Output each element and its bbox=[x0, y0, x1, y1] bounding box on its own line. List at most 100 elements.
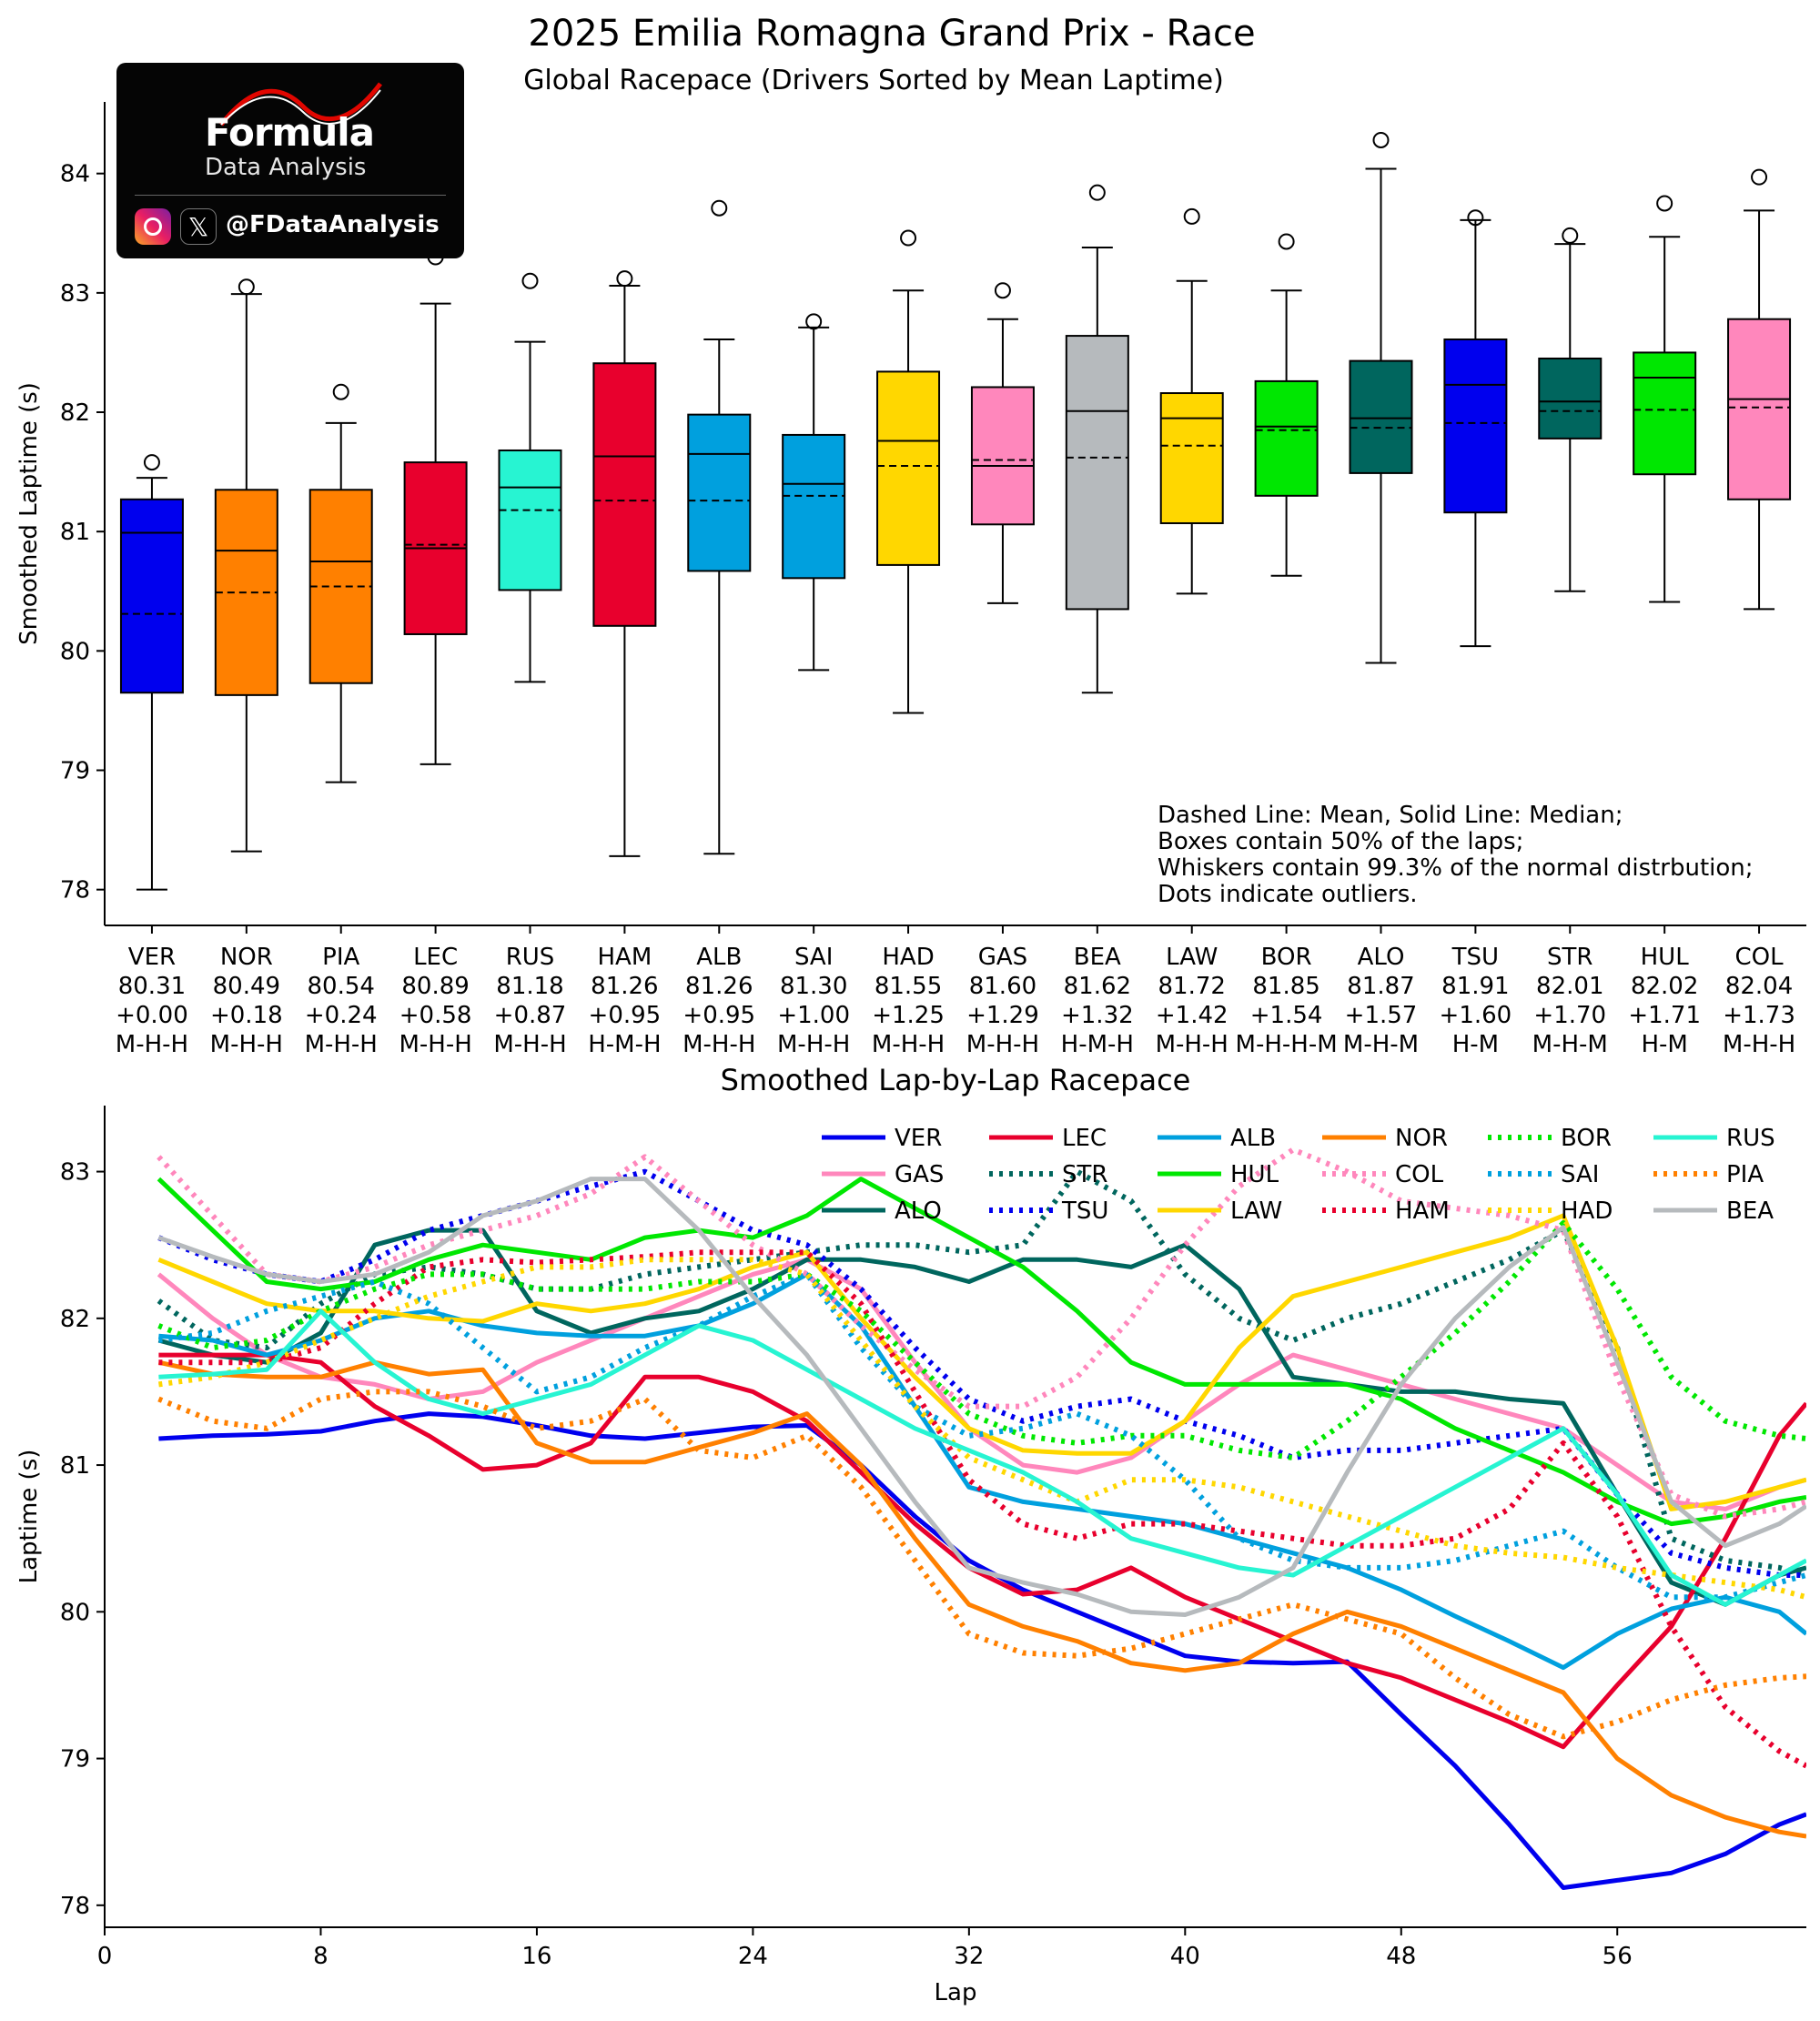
y-tick-label: 83 bbox=[60, 280, 90, 308]
outlier-point bbox=[711, 199, 728, 217]
gap-to-leader: +0.95 bbox=[682, 1002, 755, 1029]
mean-laptime: 81.72 bbox=[1158, 973, 1226, 1000]
mean-laptime: 82.02 bbox=[1631, 973, 1698, 1000]
legend-item-lec: LEC bbox=[989, 1125, 1107, 1152]
gap-to-leader: +1.32 bbox=[1061, 1002, 1134, 1029]
logo-brand: Formula bbox=[205, 110, 375, 155]
tyre-strategy: M-H-H bbox=[682, 1031, 755, 1058]
gap-to-leader: +1.54 bbox=[1250, 1002, 1323, 1029]
gap-to-leader: +1.73 bbox=[1723, 1002, 1795, 1029]
mean-laptime: 80.49 bbox=[213, 973, 280, 1000]
driver-code: COL bbox=[1735, 944, 1785, 971]
driver-code: RUS bbox=[506, 944, 555, 971]
logo-subtitle: Data Analysis bbox=[205, 154, 367, 181]
gap-to-leader: +0.58 bbox=[399, 1002, 472, 1029]
social-handle[interactable]: @FDataAnalysis bbox=[226, 211, 440, 238]
y-tick-label: 83 bbox=[60, 1159, 90, 1187]
legend-note: Dashed Line: Mean, Solid Line: Median; bbox=[1158, 802, 1623, 829]
x-tick-label: 40 bbox=[1170, 1943, 1200, 1970]
series-line-rus bbox=[158, 1309, 1806, 1607]
outlier-point bbox=[1183, 207, 1200, 225]
gap-to-leader: +1.70 bbox=[1533, 1002, 1606, 1029]
iqr-box bbox=[687, 413, 752, 572]
gap-to-leader: +1.29 bbox=[966, 1002, 1039, 1029]
mean-laptime: 81.26 bbox=[685, 973, 753, 1000]
iqr-box bbox=[782, 433, 846, 580]
legend-item-bea: BEA bbox=[1653, 1197, 1774, 1225]
x-axis-label: Lap bbox=[935, 1979, 977, 2006]
legend-note: Dots indicate outliers. bbox=[1158, 881, 1418, 908]
y-axis-label: Laptime (s) bbox=[15, 1450, 43, 1584]
mean-laptime: 80.54 bbox=[308, 973, 375, 1000]
outlier-point bbox=[1372, 131, 1390, 148]
x-icon[interactable]: 𝕏 bbox=[180, 208, 217, 245]
legend-item-pia: PIA bbox=[1653, 1161, 1764, 1188]
mean-laptime: 82.04 bbox=[1725, 973, 1793, 1000]
outlier-point bbox=[1467, 209, 1484, 227]
iqr-box bbox=[1349, 359, 1413, 474]
legend-label: BEA bbox=[1726, 1197, 1774, 1225]
driver-code: LEC bbox=[413, 944, 458, 971]
driver-code: HAM bbox=[597, 944, 652, 971]
figure-subtitle: Global Racepace (Drivers Sorted by Mean … bbox=[523, 65, 1224, 96]
x-tick-label: 56 bbox=[1603, 1943, 1633, 1970]
line-chart: Smoothed Lap-by-Lap Racepace787980818283… bbox=[15, 1063, 1806, 2006]
legend-item-ver: VER bbox=[822, 1125, 942, 1152]
outlier-point bbox=[616, 270, 633, 288]
gap-to-leader: +0.24 bbox=[305, 1002, 378, 1029]
outlier-point bbox=[332, 383, 349, 400]
y-tick-label: 80 bbox=[60, 638, 90, 665]
series-line-gas bbox=[157, 1257, 1806, 1511]
iqr-box bbox=[1727, 318, 1792, 500]
mean-laptime: 81.26 bbox=[591, 973, 658, 1000]
iqr-box bbox=[498, 449, 562, 591]
tyre-strategy: M-H-H bbox=[305, 1031, 378, 1058]
tyre-strategy: M-H-H bbox=[116, 1031, 188, 1058]
y-tick-label: 82 bbox=[60, 1306, 90, 1333]
iqr-box bbox=[970, 386, 1035, 526]
legend-label: ALB bbox=[1230, 1125, 1276, 1152]
legend-label: LAW bbox=[1230, 1197, 1282, 1225]
tyre-strategy: M-H-H bbox=[1156, 1031, 1228, 1058]
legend-label: COL bbox=[1395, 1161, 1444, 1188]
y-tick-label: 82 bbox=[60, 399, 90, 427]
mean-laptime: 81.60 bbox=[969, 973, 1036, 1000]
instagram-icon[interactable] bbox=[135, 208, 171, 245]
series-line-had bbox=[157, 1257, 1806, 1601]
y-tick-label: 78 bbox=[60, 877, 90, 904]
logo-swoosh-icon bbox=[219, 82, 382, 126]
series-line-nor bbox=[157, 1359, 1806, 1839]
tyre-strategy: M-H-H bbox=[1723, 1031, 1795, 1058]
series-line-sai bbox=[157, 1271, 1806, 1601]
iqr-box bbox=[1159, 392, 1224, 524]
legend-item-str: STR bbox=[989, 1161, 1107, 1188]
tyre-strategy: M-H-H bbox=[399, 1031, 471, 1058]
tyre-strategy: M-H-M bbox=[1532, 1031, 1608, 1058]
mean-laptime: 81.18 bbox=[496, 973, 563, 1000]
formula-data-analysis-logo: Formula Data Analysis 𝕏 @FDataAnalysis bbox=[116, 63, 464, 258]
driver-code: NOR bbox=[220, 944, 273, 971]
series-line-alo bbox=[157, 1228, 1806, 1607]
outlier-point bbox=[805, 313, 823, 330]
legend-item-alb: ALB bbox=[1158, 1125, 1276, 1152]
legend-item-col: COL bbox=[1322, 1161, 1444, 1188]
y-tick-label: 79 bbox=[60, 1746, 90, 1773]
y-axis-label: Smoothed Laptime (s) bbox=[15, 382, 43, 645]
gap-to-leader: +0.95 bbox=[589, 1002, 662, 1029]
x-tick-label: 16 bbox=[521, 1943, 551, 1970]
driver-code: STR bbox=[1547, 944, 1592, 971]
series-line-lec bbox=[158, 1352, 1806, 1750]
series-line-ham bbox=[158, 1249, 1806, 1769]
driver-code: VER bbox=[128, 944, 176, 971]
